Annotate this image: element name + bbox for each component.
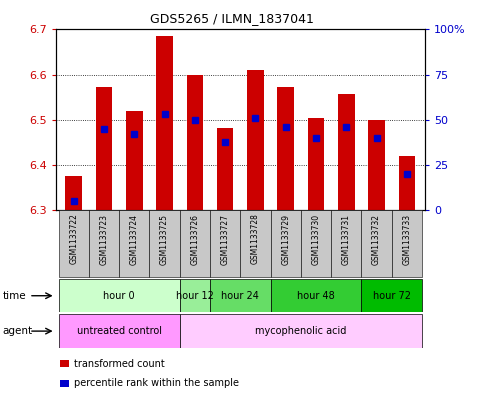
- FancyBboxPatch shape: [119, 210, 149, 277]
- FancyBboxPatch shape: [241, 210, 270, 277]
- FancyBboxPatch shape: [149, 210, 180, 277]
- Text: GSM1133731: GSM1133731: [342, 214, 351, 264]
- Bar: [126, 111, 142, 210]
- Text: hour 0: hour 0: [103, 291, 135, 301]
- Text: GSM1133726: GSM1133726: [190, 214, 199, 264]
- Text: GSM1133733: GSM1133733: [402, 214, 412, 265]
- Bar: [58, 314, 180, 348]
- Text: hour 48: hour 48: [297, 291, 335, 301]
- Text: percentile rank within the sample: percentile rank within the sample: [74, 378, 239, 388]
- Text: transformed count: transformed count: [74, 358, 165, 369]
- Text: agent: agent: [2, 326, 32, 336]
- Bar: [398, 156, 415, 210]
- FancyBboxPatch shape: [361, 210, 392, 277]
- FancyBboxPatch shape: [180, 210, 210, 277]
- Text: GSM1133729: GSM1133729: [281, 214, 290, 264]
- Text: GSM1133732: GSM1133732: [372, 214, 381, 264]
- Text: GSM1133730: GSM1133730: [312, 214, 321, 265]
- Bar: [368, 120, 385, 210]
- Text: GDS5265 / ILMN_1837041: GDS5265 / ILMN_1837041: [150, 12, 314, 25]
- Text: GSM1133727: GSM1133727: [221, 214, 229, 264]
- FancyBboxPatch shape: [270, 210, 301, 277]
- Text: time: time: [2, 291, 26, 301]
- Text: GSM1133724: GSM1133724: [130, 214, 139, 264]
- FancyBboxPatch shape: [58, 210, 89, 277]
- FancyBboxPatch shape: [301, 210, 331, 277]
- Bar: [96, 87, 113, 210]
- Bar: [308, 118, 325, 210]
- Text: hour 72: hour 72: [373, 291, 411, 301]
- Bar: [338, 94, 355, 210]
- Bar: [217, 128, 233, 210]
- Bar: [156, 36, 173, 210]
- Text: GSM1133728: GSM1133728: [251, 214, 260, 264]
- Text: GSM1133722: GSM1133722: [69, 214, 78, 264]
- Bar: [186, 75, 203, 210]
- Bar: [277, 87, 294, 210]
- Text: hour 12: hour 12: [176, 291, 214, 301]
- Bar: [180, 279, 210, 312]
- Bar: [210, 279, 270, 312]
- FancyBboxPatch shape: [210, 210, 241, 277]
- Bar: [247, 70, 264, 210]
- Text: hour 24: hour 24: [221, 291, 259, 301]
- Text: GSM1133723: GSM1133723: [99, 214, 109, 264]
- FancyBboxPatch shape: [331, 210, 361, 277]
- Text: mycophenolic acid: mycophenolic acid: [255, 326, 347, 336]
- Bar: [361, 279, 422, 312]
- Bar: [270, 279, 361, 312]
- Bar: [58, 279, 180, 312]
- Bar: [180, 314, 422, 348]
- Bar: [65, 176, 82, 210]
- Text: GSM1133725: GSM1133725: [160, 214, 169, 264]
- Text: untreated control: untreated control: [77, 326, 162, 336]
- FancyBboxPatch shape: [392, 210, 422, 277]
- FancyBboxPatch shape: [89, 210, 119, 277]
